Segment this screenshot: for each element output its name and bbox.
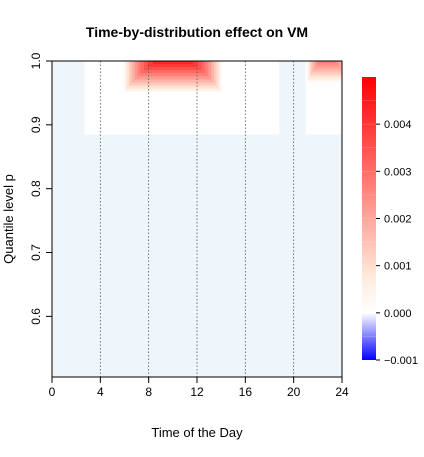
y-axis: 0.6 0.7 0.8 0.9 1.0 — [29, 52, 52, 325]
heatmap-region — [84, 134, 280, 377]
y-tick-label: 0.7 — [29, 244, 43, 261]
y-tick-label: 1.0 — [29, 52, 43, 69]
y-tick-label: 0.8 — [29, 180, 43, 197]
colorbar-tick-label: −0.001 — [384, 355, 418, 367]
heatmap-region — [305, 134, 342, 377]
heatmap-region — [52, 61, 85, 377]
y-axis-label: Quantile level p — [1, 174, 16, 264]
x-tick-label: 8 — [145, 385, 152, 399]
colorbar-tick-label: 0.002 — [384, 214, 412, 226]
heatmap-hotspot-cell — [318, 61, 337, 64]
x-tick-label: 12 — [190, 385, 204, 399]
x-tick-label: 4 — [97, 385, 104, 399]
heatmap-plot — [52, 61, 342, 377]
colorbar-tick-label: 0.001 — [384, 261, 412, 273]
heatmap-hotspot-cell — [152, 61, 193, 65]
heatmap-hotspot — [306, 61, 342, 83]
x-axis: 0 4 8 12 16 20 24 — [49, 377, 349, 399]
x-axis-label: Time of the Day — [151, 425, 243, 440]
heatmap-region — [279, 61, 306, 377]
colorbar-tick-label: 0.004 — [384, 119, 412, 131]
reference-lines — [99, 61, 295, 377]
y-tick-label: 0.6 — [29, 308, 43, 325]
colorbar-tick-label: 0.003 — [384, 166, 412, 178]
y-tick-label: 0.9 — [29, 116, 43, 133]
x-tick-label: 24 — [335, 385, 349, 399]
x-tick-label: 0 — [49, 385, 56, 399]
heatmap-hotspot — [124, 61, 222, 92]
colorbar-tick-label: 0.000 — [384, 308, 412, 320]
colorbar-fill — [362, 77, 376, 360]
x-tick-label: 16 — [239, 385, 253, 399]
colorbar: 0.004 0.003 0.002 0.001 0.000 −0.001 — [362, 77, 418, 367]
x-tick-label: 20 — [287, 385, 301, 399]
chart-title: Time-by-distribution effect on VM — [86, 24, 308, 40]
